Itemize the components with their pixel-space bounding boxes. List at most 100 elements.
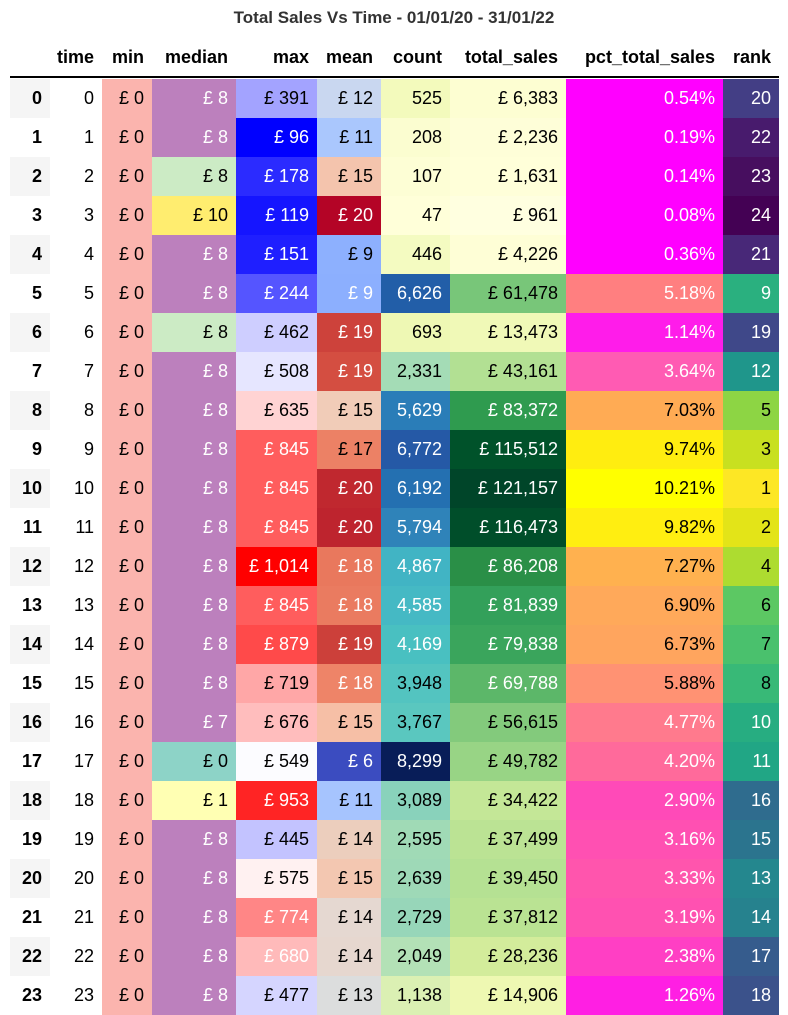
cell-total_sales: £ 6,383 — [450, 79, 566, 118]
cell-mean: £ 13 — [317, 976, 381, 1015]
cell-pct_total_sales: 5.88% — [566, 664, 723, 703]
cell-total_sales: £ 39,450 — [450, 859, 566, 898]
cell-total_sales: £ 14,906 — [450, 976, 566, 1015]
cell-pct_total_sales: 7.27% — [566, 547, 723, 586]
cell-total_sales: £ 69,788 — [450, 664, 566, 703]
cell-mean: £ 20 — [317, 196, 381, 235]
cell-rank: 2 — [723, 508, 779, 547]
cell-mean: £ 18 — [317, 586, 381, 625]
cell-count: 4,867 — [381, 547, 450, 586]
cell-total_sales: £ 4,226 — [450, 235, 566, 274]
cell-count: 525 — [381, 79, 450, 118]
table-row: 10 10 £ 0 £ 8 £ 845 £ 20 6,192 £ 121,157 10.21% 1 — [0, 469, 788, 508]
cell-pct_total_sales: 0.19% — [566, 118, 723, 157]
column-header-min: min — [111, 47, 144, 67]
cell-pct_total_sales: 1.26% — [566, 976, 723, 1015]
cell-median: £ 10 — [152, 196, 236, 235]
cell-count: 6,626 — [381, 274, 450, 313]
table-row: 3 3 £ 0 £ 10 £ 119 £ 20 47 £ 961 0.08% 24 — [0, 196, 788, 235]
cell-time: 2 — [50, 157, 102, 196]
cell-min: £ 0 — [102, 625, 152, 664]
cell-rank: 6 — [723, 586, 779, 625]
cell-min: £ 0 — [102, 820, 152, 859]
cell-max: £ 774 — [236, 898, 317, 937]
cell-rank: 4 — [723, 547, 779, 586]
cell-max: £ 508 — [236, 352, 317, 391]
cell-min: £ 0 — [102, 430, 152, 469]
cell-count: 6,772 — [381, 430, 450, 469]
cell-total_sales: £ 61,478 — [450, 274, 566, 313]
cell-pct_total_sales: 0.08% — [566, 196, 723, 235]
row-index: 10 — [21, 478, 42, 498]
cell-min: £ 0 — [102, 898, 152, 937]
cell-min: £ 0 — [102, 664, 152, 703]
cell-count: 2,639 — [381, 859, 450, 898]
cell-time: 12 — [50, 547, 102, 586]
cell-time: 22 — [50, 937, 102, 976]
cell-median: £ 8 — [152, 898, 236, 937]
cell-mean: £ 11 — [317, 781, 381, 820]
cell-min: £ 0 — [102, 352, 152, 391]
cell-min: £ 0 — [102, 586, 152, 625]
column-header-max: max — [272, 47, 309, 67]
cell-rank: 20 — [723, 79, 779, 118]
table-row: 2 2 £ 0 £ 8 £ 178 £ 15 107 £ 1,631 0.14% 23 — [0, 157, 788, 196]
cell-mean: £ 15 — [317, 859, 381, 898]
cell-median: £ 8 — [152, 391, 236, 430]
cell-total_sales: £ 49,782 — [450, 742, 566, 781]
cell-count: 3,948 — [381, 664, 450, 703]
cell-total_sales: £ 34,422 — [450, 781, 566, 820]
cell-rank: 1 — [723, 469, 779, 508]
cell-max: £ 1,014 — [236, 547, 317, 586]
row-index: 18 — [21, 790, 42, 810]
cell-mean: £ 19 — [317, 625, 381, 664]
cell-max: £ 845 — [236, 586, 317, 625]
cell-median: £ 8 — [152, 157, 236, 196]
cell-total_sales: £ 79,838 — [450, 625, 566, 664]
header-divider — [10, 76, 779, 78]
column-header-mean: mean — [325, 47, 373, 67]
cell-max: £ 549 — [236, 742, 317, 781]
cell-max: £ 151 — [236, 235, 317, 274]
cell-max: £ 244 — [236, 274, 317, 313]
cell-min: £ 0 — [102, 859, 152, 898]
cell-rank: 11 — [723, 742, 779, 781]
cell-mean: £ 15 — [317, 703, 381, 742]
cell-median: £ 8 — [152, 430, 236, 469]
cell-max: £ 477 — [236, 976, 317, 1015]
cell-count: 5,629 — [381, 391, 450, 430]
cell-total_sales: £ 1,631 — [450, 157, 566, 196]
cell-median: £ 0 — [152, 742, 236, 781]
cell-rank: 13 — [723, 859, 779, 898]
row-index: 3 — [31, 205, 42, 225]
cell-mean: £ 18 — [317, 547, 381, 586]
cell-max: £ 680 — [236, 937, 317, 976]
cell-rank: 15 — [723, 820, 779, 859]
cell-min: £ 0 — [102, 742, 152, 781]
cell-total_sales: £ 83,372 — [450, 391, 566, 430]
cell-mean: £ 14 — [317, 898, 381, 937]
cell-count: 2,595 — [381, 820, 450, 859]
column-header-count: count — [393, 47, 442, 67]
cell-max: £ 178 — [236, 157, 317, 196]
cell-median: £ 8 — [152, 664, 236, 703]
row-index: 7 — [31, 361, 42, 381]
row-index: 12 — [21, 556, 42, 576]
cell-time: 20 — [50, 859, 102, 898]
row-index: 2 — [31, 166, 42, 186]
cell-time: 10 — [50, 469, 102, 508]
cell-rank: 18 — [723, 976, 779, 1015]
cell-min: £ 0 — [102, 274, 152, 313]
cell-rank: 9 — [723, 274, 779, 313]
cell-min: £ 0 — [102, 547, 152, 586]
cell-median: £ 7 — [152, 703, 236, 742]
cell-max: £ 575 — [236, 859, 317, 898]
table-row: 23 23 £ 0 £ 8 £ 477 £ 13 1,138 £ 14,906 1.26% 18 — [0, 976, 788, 1015]
cell-pct_total_sales: 2.38% — [566, 937, 723, 976]
row-index: 1 — [31, 127, 42, 147]
cell-median: £ 8 — [152, 352, 236, 391]
cell-count: 446 — [381, 235, 450, 274]
row-index: 15 — [21, 673, 42, 693]
cell-pct_total_sales: 7.03% — [566, 391, 723, 430]
cell-count: 6,192 — [381, 469, 450, 508]
